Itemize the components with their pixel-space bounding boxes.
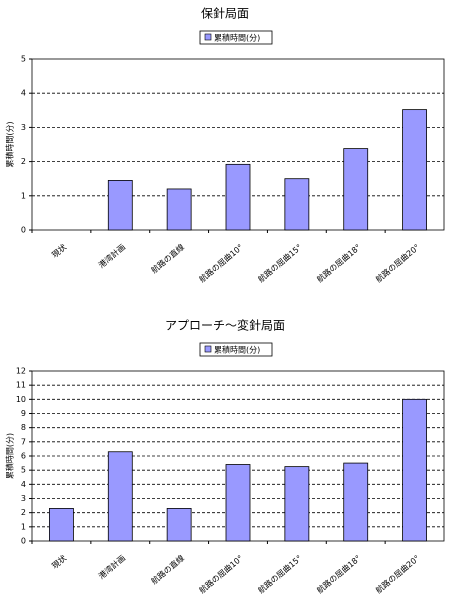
x-tick-label: 現状 bbox=[50, 242, 69, 260]
y-tick-label: 4 bbox=[21, 480, 26, 489]
y-tick-label: 12 bbox=[16, 367, 26, 376]
y-tick-label: 1 bbox=[21, 191, 26, 200]
y-axis-label: 累積時間(分) bbox=[5, 433, 15, 479]
bar bbox=[49, 508, 74, 542]
chart-title: アプローチ～変針局面 bbox=[165, 318, 285, 333]
x-tick-label: 航路の屈曲18° bbox=[315, 242, 363, 284]
bar bbox=[166, 188, 192, 231]
y-tick-label: 3 bbox=[21, 123, 26, 132]
bar bbox=[343, 462, 369, 542]
y-tick-label: 10 bbox=[16, 395, 26, 404]
x-tick-label: 航路の屈曲20° bbox=[374, 553, 422, 595]
y-tick-label: 4 bbox=[21, 89, 26, 98]
y-tick-label: 1 bbox=[21, 522, 26, 531]
x-tick-label: 航路の直線 bbox=[149, 553, 186, 586]
bar bbox=[225, 163, 251, 231]
legend-box bbox=[199, 30, 273, 45]
x-tick-label: 港湾計画 bbox=[96, 242, 127, 270]
x-tick-label: 航路の屈曲15° bbox=[256, 553, 304, 595]
x-tick-label: 航路の屈曲18° bbox=[315, 553, 363, 595]
bar bbox=[284, 178, 310, 231]
chart-title: 保針局面 bbox=[201, 6, 249, 21]
y-tick-label: 5 bbox=[21, 466, 26, 475]
y-tick-label: 5 bbox=[21, 55, 26, 64]
y-tick-label: 2 bbox=[21, 157, 26, 166]
x-tick-label: 航路の屈曲10° bbox=[197, 553, 245, 595]
x-tick-label: 港湾計画 bbox=[96, 553, 127, 581]
legend-label: 累積時間(分) bbox=[214, 345, 260, 355]
y-tick-label: 6 bbox=[21, 452, 26, 461]
y-tick-label: 2 bbox=[21, 508, 26, 517]
y-tick-label: 3 bbox=[21, 494, 26, 503]
y-tick-label: 9 bbox=[21, 409, 26, 418]
x-tick-label: 現状 bbox=[50, 553, 69, 571]
legend-swatch bbox=[204, 33, 212, 41]
x-tick-label: 航路の屈曲10° bbox=[197, 242, 245, 284]
legend-box bbox=[199, 342, 273, 357]
y-tick-label: 7 bbox=[21, 437, 26, 446]
bar bbox=[402, 398, 427, 542]
x-tick-label: 航路の屈曲15° bbox=[256, 242, 304, 284]
legend-swatch bbox=[204, 345, 212, 353]
x-tick-label: 航路の屈曲20° bbox=[374, 242, 422, 284]
y-tick-label: 11 bbox=[16, 381, 26, 390]
y-tick-label: 8 bbox=[21, 423, 26, 432]
bar bbox=[225, 464, 251, 542]
legend-label: 累積時間(分) bbox=[214, 33, 260, 43]
y-axis-label: 累積時間(分) bbox=[5, 121, 15, 167]
y-tick-label: 0 bbox=[21, 226, 26, 235]
x-tick-label: 航路の直線 bbox=[149, 242, 186, 275]
bar bbox=[107, 180, 133, 231]
bar bbox=[107, 451, 133, 542]
y-tick-label: 0 bbox=[21, 537, 26, 546]
bar bbox=[402, 109, 427, 231]
bar bbox=[284, 466, 310, 542]
bar bbox=[343, 148, 369, 231]
bar bbox=[166, 508, 192, 542]
